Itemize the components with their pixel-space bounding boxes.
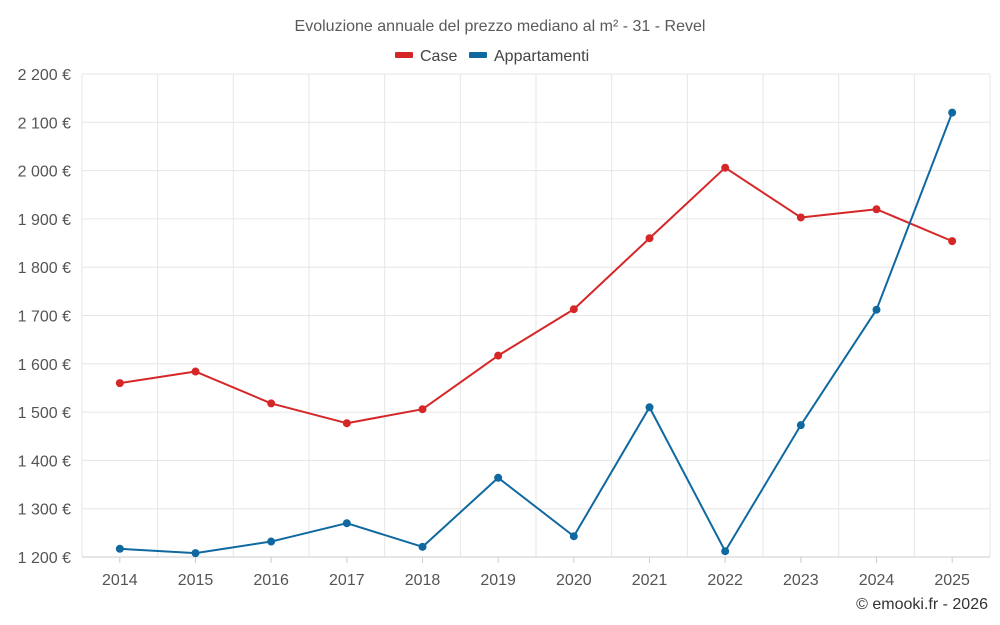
- legend-label-appartamenti: Appartamenti: [494, 48, 589, 65]
- series: [115, 108, 957, 558]
- y-tick-label: 1 300 €: [18, 502, 71, 519]
- data-point-appartamenti[interactable]: [569, 532, 578, 541]
- data-point-appartamenti[interactable]: [191, 549, 200, 558]
- x-tick-label: 2017: [329, 572, 365, 589]
- legend-swatch-case: [395, 52, 413, 58]
- data-point-appartamenti[interactable]: [418, 542, 427, 551]
- data-point-case[interactable]: [342, 419, 351, 428]
- data-point-case[interactable]: [645, 234, 654, 243]
- legend-label-case: Case: [420, 48, 457, 65]
- y-axis: 1 200 € 1 300 € 1 400 € 1 500 € 1 600 € 1 700…: [18, 67, 71, 567]
- x-tick-label: 2025: [934, 572, 970, 589]
- y-tick-label: 1 500 €: [18, 405, 71, 422]
- y-tick-label: 1 900 €: [18, 212, 71, 229]
- grid: [81, 73, 991, 558]
- y-tick-label: 1 200 €: [18, 550, 71, 567]
- series-appartamenti: [115, 108, 957, 558]
- y-tick-label: 1 700 €: [18, 309, 71, 326]
- data-point-case[interactable]: [872, 205, 881, 214]
- y-tick-label: 2 000 €: [18, 164, 71, 181]
- data-point-appartamenti[interactable]: [115, 544, 124, 553]
- data-point-case[interactable]: [721, 163, 730, 172]
- x-tick-label: 2024: [859, 572, 895, 589]
- data-point-appartamenti[interactable]: [721, 547, 730, 556]
- data-point-case[interactable]: [191, 367, 200, 376]
- x-tick-label: 2018: [405, 572, 441, 589]
- x-tick-label: 2015: [178, 572, 214, 589]
- x-tick-label: 2020: [556, 572, 592, 589]
- x-axis: 2014 2015 2016 2017 2018 2019 2020 2021 2022 2023…: [82, 556, 990, 589]
- series-case: [115, 163, 957, 428]
- x-tick-label: 2016: [253, 572, 289, 589]
- y-tick-label: 2 200 €: [18, 67, 71, 84]
- data-point-case[interactable]: [494, 351, 503, 360]
- data-point-appartamenti[interactable]: [872, 305, 881, 314]
- series-line-appartamenti: [119, 112, 954, 555]
- y-tick-label: 1 400 €: [18, 453, 71, 470]
- data-point-appartamenti[interactable]: [342, 519, 351, 528]
- data-point-case[interactable]: [115, 379, 124, 388]
- legend-item-case[interactable]: Case: [395, 48, 457, 65]
- chart-title: Evoluzione annuale del prezzo mediano al…: [295, 18, 706, 35]
- x-tick-label: 2014: [102, 572, 138, 589]
- data-point-appartamenti[interactable]: [948, 108, 957, 117]
- data-point-case[interactable]: [569, 305, 578, 314]
- x-tick-label: 2021: [632, 572, 668, 589]
- data-point-appartamenti[interactable]: [494, 473, 503, 482]
- data-point-case[interactable]: [796, 213, 805, 222]
- data-point-case[interactable]: [267, 399, 276, 408]
- data-point-appartamenti[interactable]: [645, 403, 654, 412]
- y-tick-label: 2 100 €: [18, 115, 71, 132]
- x-tick-label: 2022: [707, 572, 743, 589]
- series-line-case: [119, 166, 953, 425]
- x-tick-label: 2023: [783, 572, 819, 589]
- credit-text: © emooki.fr - 2026: [856, 596, 988, 613]
- data-point-case[interactable]: [418, 405, 427, 414]
- data-point-appartamenti[interactable]: [796, 421, 805, 430]
- legend-item-appartamenti[interactable]: Appartamenti: [469, 48, 589, 65]
- y-tick-label: 1 600 €: [18, 357, 71, 374]
- data-point-case[interactable]: [948, 237, 957, 246]
- x-tick-label: 2019: [480, 572, 516, 589]
- data-point-appartamenti[interactable]: [267, 537, 276, 546]
- legend: Case Appartamenti: [395, 48, 589, 65]
- legend-swatch-appartamenti: [469, 52, 487, 58]
- y-tick-label: 1 800 €: [18, 260, 71, 277]
